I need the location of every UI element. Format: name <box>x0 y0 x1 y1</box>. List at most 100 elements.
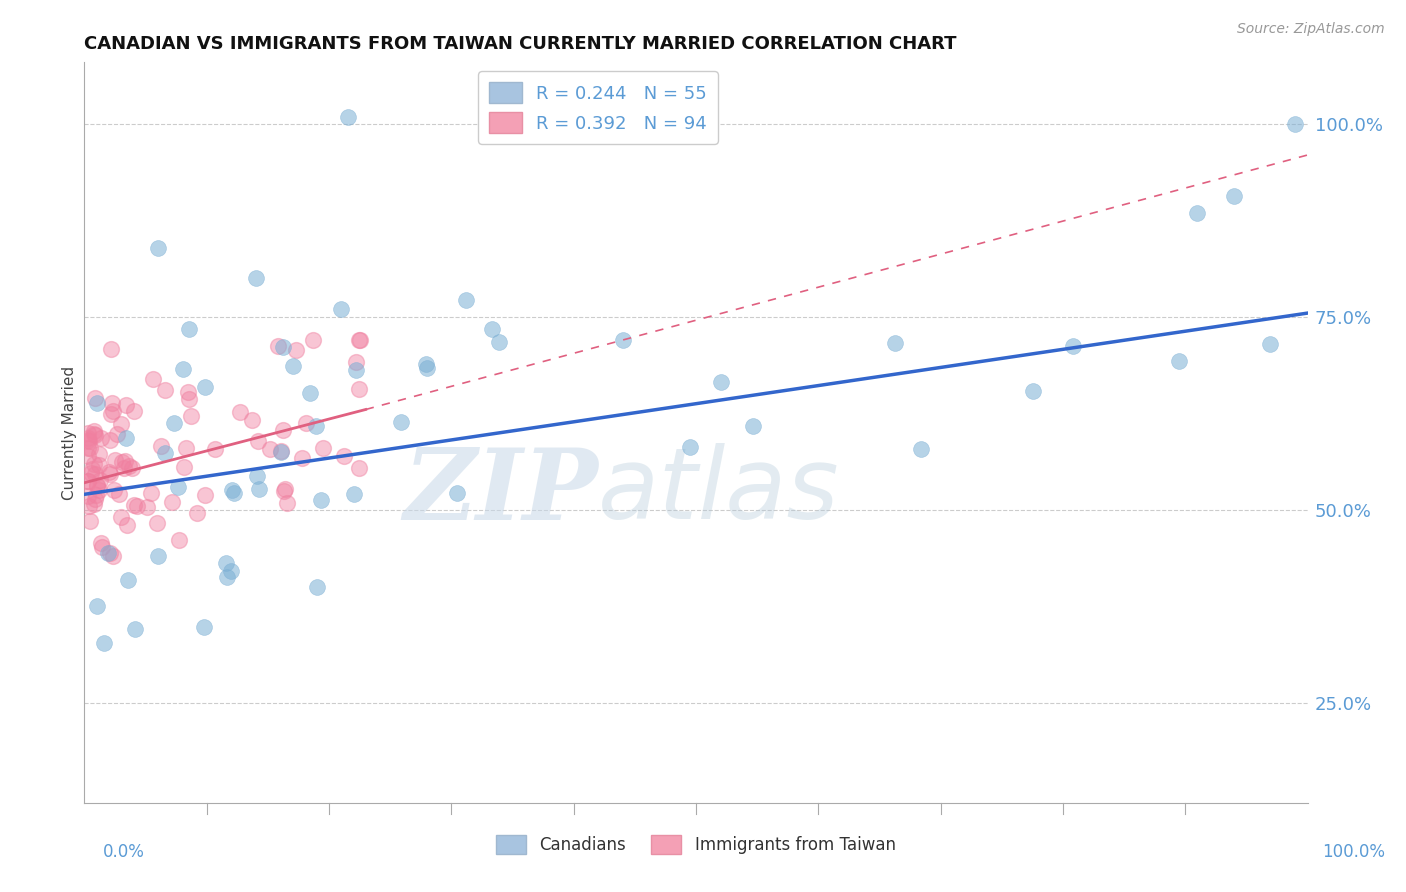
Point <box>291 451 314 466</box>
Point <box>160 495 183 509</box>
Point <box>124 622 146 636</box>
Point <box>122 498 145 512</box>
Point <box>115 431 138 445</box>
Point <box>108 487 131 501</box>
Point <box>336 110 359 124</box>
Point <box>273 483 295 498</box>
Point <box>77 474 100 488</box>
Point <box>281 359 304 373</box>
Point <box>98 433 121 447</box>
Point <box>240 413 263 427</box>
Point <box>86 599 108 613</box>
Point <box>101 396 124 410</box>
Point <box>146 240 169 255</box>
Point <box>305 580 328 594</box>
Point <box>117 517 139 532</box>
Point <box>347 382 370 396</box>
Text: ZIP: ZIP <box>404 443 598 540</box>
Point <box>1284 117 1306 131</box>
Point <box>347 461 370 475</box>
Point <box>97 546 120 560</box>
Point <box>271 424 294 438</box>
Point <box>172 362 194 376</box>
Point <box>121 460 143 475</box>
Point <box>259 442 281 456</box>
Point <box>77 450 100 464</box>
Point <box>446 485 468 500</box>
Point <box>186 506 208 520</box>
Point <box>90 431 112 445</box>
Point <box>77 475 100 489</box>
Point <box>246 469 269 483</box>
Point <box>344 354 367 368</box>
Point <box>105 426 128 441</box>
Legend: Canadians, Immigrants from Taiwan: Canadians, Immigrants from Taiwan <box>489 829 903 861</box>
Point <box>330 302 353 317</box>
Point <box>79 442 101 456</box>
Point <box>270 444 292 458</box>
Point <box>112 461 135 475</box>
Point <box>93 635 115 649</box>
Point <box>219 565 242 579</box>
Point <box>142 372 165 386</box>
Point <box>118 459 141 474</box>
Point <box>295 416 318 430</box>
Point <box>135 500 157 515</box>
Point <box>221 483 243 498</box>
Point <box>910 442 932 457</box>
Point <box>163 416 186 430</box>
Point <box>215 570 238 584</box>
Point <box>274 482 297 496</box>
Point <box>1062 339 1084 353</box>
Point <box>80 466 103 480</box>
Point <box>77 431 100 445</box>
Point <box>1260 337 1282 351</box>
Point <box>1021 384 1043 398</box>
Point <box>247 482 270 496</box>
Point <box>222 486 245 500</box>
Point <box>77 434 100 448</box>
Point <box>84 427 107 442</box>
Point <box>111 455 134 469</box>
Point <box>173 460 195 475</box>
Point <box>347 333 370 347</box>
Point <box>77 500 100 514</box>
Point <box>276 496 298 510</box>
Point <box>215 557 238 571</box>
Point <box>89 474 111 488</box>
Point <box>193 619 215 633</box>
Point <box>77 490 100 504</box>
Point <box>101 549 124 563</box>
Point <box>301 333 323 347</box>
Point <box>83 427 105 442</box>
Point <box>174 441 197 455</box>
Point <box>155 383 177 397</box>
Point <box>1222 189 1244 203</box>
Point <box>299 386 322 401</box>
Point <box>167 533 190 547</box>
Point <box>84 491 107 506</box>
Point <box>166 480 188 494</box>
Point <box>153 445 176 459</box>
Point <box>415 357 437 371</box>
Point <box>344 363 367 377</box>
Point <box>103 483 125 498</box>
Point <box>117 573 139 587</box>
Point <box>229 405 252 419</box>
Point <box>86 478 108 492</box>
Point <box>179 392 201 406</box>
Point <box>110 417 132 431</box>
Point <box>343 487 366 501</box>
Point <box>77 433 100 447</box>
Point <box>267 338 290 352</box>
Text: 100.0%: 100.0% <box>1322 843 1385 861</box>
Point <box>77 441 100 455</box>
Point <box>1185 206 1208 220</box>
Point <box>312 441 335 455</box>
Point <box>104 452 127 467</box>
Point <box>139 486 162 500</box>
Point <box>742 419 765 434</box>
Text: CANADIAN VS IMMIGRANTS FROM TAIWAN CURRENTLY MARRIED CORRELATION CHART: CANADIAN VS IMMIGRANTS FROM TAIWAN CURRE… <box>84 35 957 53</box>
Text: 0.0%: 0.0% <box>103 843 145 861</box>
Point <box>309 493 332 508</box>
